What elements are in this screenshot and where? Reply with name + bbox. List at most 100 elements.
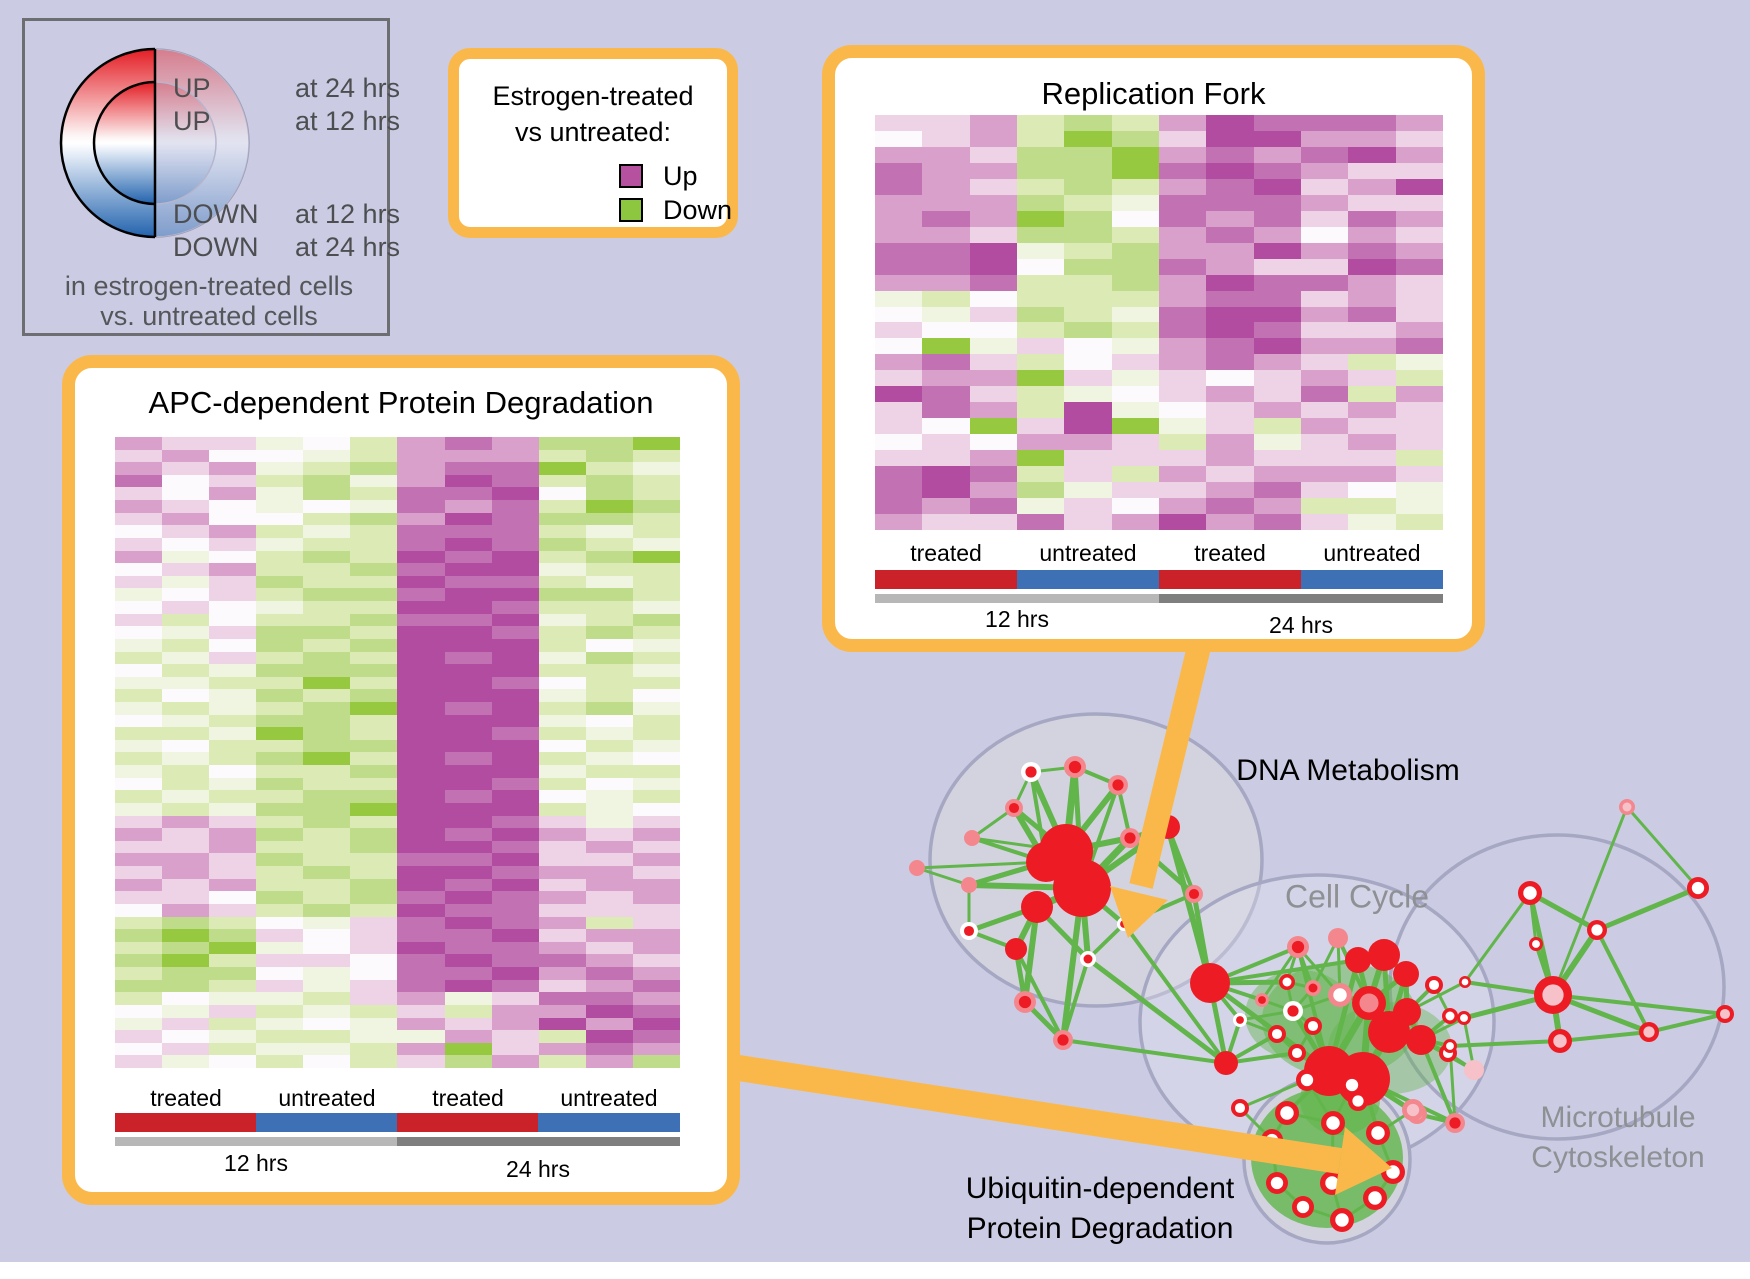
heatmap-cell [632,916,680,930]
heatmap-cell [397,1042,445,1056]
heatmap-cell [1348,194,1396,211]
heatmap-cell [1158,290,1207,307]
heatmap-cell [1111,194,1159,211]
heatmap-cell [632,1004,680,1018]
heatmap-cell [115,462,163,475]
heatmap-cell [444,727,492,740]
heatmap-cell [1395,146,1443,163]
heatmap-cell [1158,194,1207,211]
heatmap-cell [444,1030,492,1043]
heatmap-cell [538,714,586,728]
heatmap-cell [256,815,304,829]
heatmap-cell [303,866,351,879]
heatmap-cell [303,702,351,715]
heatmap-cell [632,474,680,488]
heatmap-cell [350,1042,398,1056]
heatmap-cell [632,727,680,740]
heatmap-cell [1348,226,1396,243]
heatmap-cell [256,802,304,816]
heatmap-cell [969,210,1017,227]
heatmap-cell [632,929,680,942]
heatmap-cell [1016,210,1065,227]
heatmap-cell [303,954,351,968]
heatmap-cell [585,702,633,715]
heatmap-cell [209,828,257,841]
heatmap-cell [1111,130,1159,147]
heatmap-cell [162,437,210,450]
heatmap-cell [1016,242,1065,259]
heatmap-cell [875,162,923,179]
heatmap-cell [256,651,304,665]
heatmap-cell [444,1004,492,1018]
heatmap-cell [538,500,586,513]
heatmap-cell [1064,450,1112,467]
dial-down-24-label: DOWN [173,232,259,262]
heatmap-cell [632,689,680,703]
heatmap-cell [397,500,445,513]
heatmap-cell [1395,338,1443,355]
heatmap-cell [303,500,351,513]
heatmap-cell [491,689,539,703]
heatmap-cell [303,638,351,652]
heatmap-cell [1158,146,1207,163]
heatmap-cell [397,903,445,917]
heatmap-cell [1300,130,1349,147]
heatmap-cell [1064,370,1112,387]
heatmap-cell [397,702,445,715]
heatmap-cell [585,903,633,917]
heatmap-cell [538,777,586,791]
heatmap-cell [491,916,539,930]
heatmap-cell [491,802,539,816]
heatmap-cell [397,954,445,968]
node-color-legend-box: UP UP DOWN DOWN at 24 hrs at 12 hrs at 1… [22,18,400,336]
heatmap-cell [444,929,492,942]
heatmap-cell [350,462,398,475]
network-node-core [1300,1073,1314,1087]
heatmap-cell [1348,178,1396,195]
heatmap-cell [1111,226,1159,243]
heatmap-cell [1064,115,1112,131]
heatmap-cell [444,1017,492,1031]
heatmap-cell [303,802,351,816]
heatmap-cell [1016,386,1065,403]
heatmap-cell [397,752,445,766]
heatmap-cell [397,613,445,627]
heatmap-cell [585,676,633,690]
heatmap-cell [1064,322,1112,339]
heatmap-cell [444,979,492,993]
network-edge [1595,929,1651,1033]
heatmap-cell [1395,130,1443,147]
network-node-core [1333,988,1347,1002]
heatmap-cell [444,777,492,791]
heatmap-cell [585,916,633,930]
heatmap-cell [350,626,398,639]
heatmap-cell [350,487,398,501]
cluster-ellipse-0 [928,712,1264,1008]
network-node-core [1280,1106,1294,1120]
heatmap-cell [491,588,539,602]
heatmap-cell [256,1055,304,1068]
heatmap-cell [303,462,351,475]
heatmap-cell [1395,322,1443,339]
heatmap-cell [209,626,257,639]
heatmap-cell [115,916,163,930]
heatmap-cell [350,790,398,803]
heatmap-cell [1016,514,1065,530]
repfork-24hrs-label: 24 hrs [1269,612,1333,638]
heatmap-cell [922,306,970,323]
heatmap-cell [350,601,398,614]
heatmap-cell [162,1004,210,1018]
heatmap-cell [1206,210,1254,227]
heatmap-cell [1253,354,1301,371]
heatmap-cell [632,1017,680,1031]
heatmap-cell [1158,210,1207,227]
heatmap-cell [444,613,492,627]
heatmap-cell [1253,482,1301,499]
heatmap-cell [538,878,586,892]
network-node-core [1345,1078,1359,1092]
heatmap-cell [1300,210,1349,227]
heatmap-cell [115,613,163,627]
repfork-untreated-bar-12 [1017,570,1159,589]
heatmap-cell [1395,226,1443,243]
heatmap-cell [1348,162,1396,179]
